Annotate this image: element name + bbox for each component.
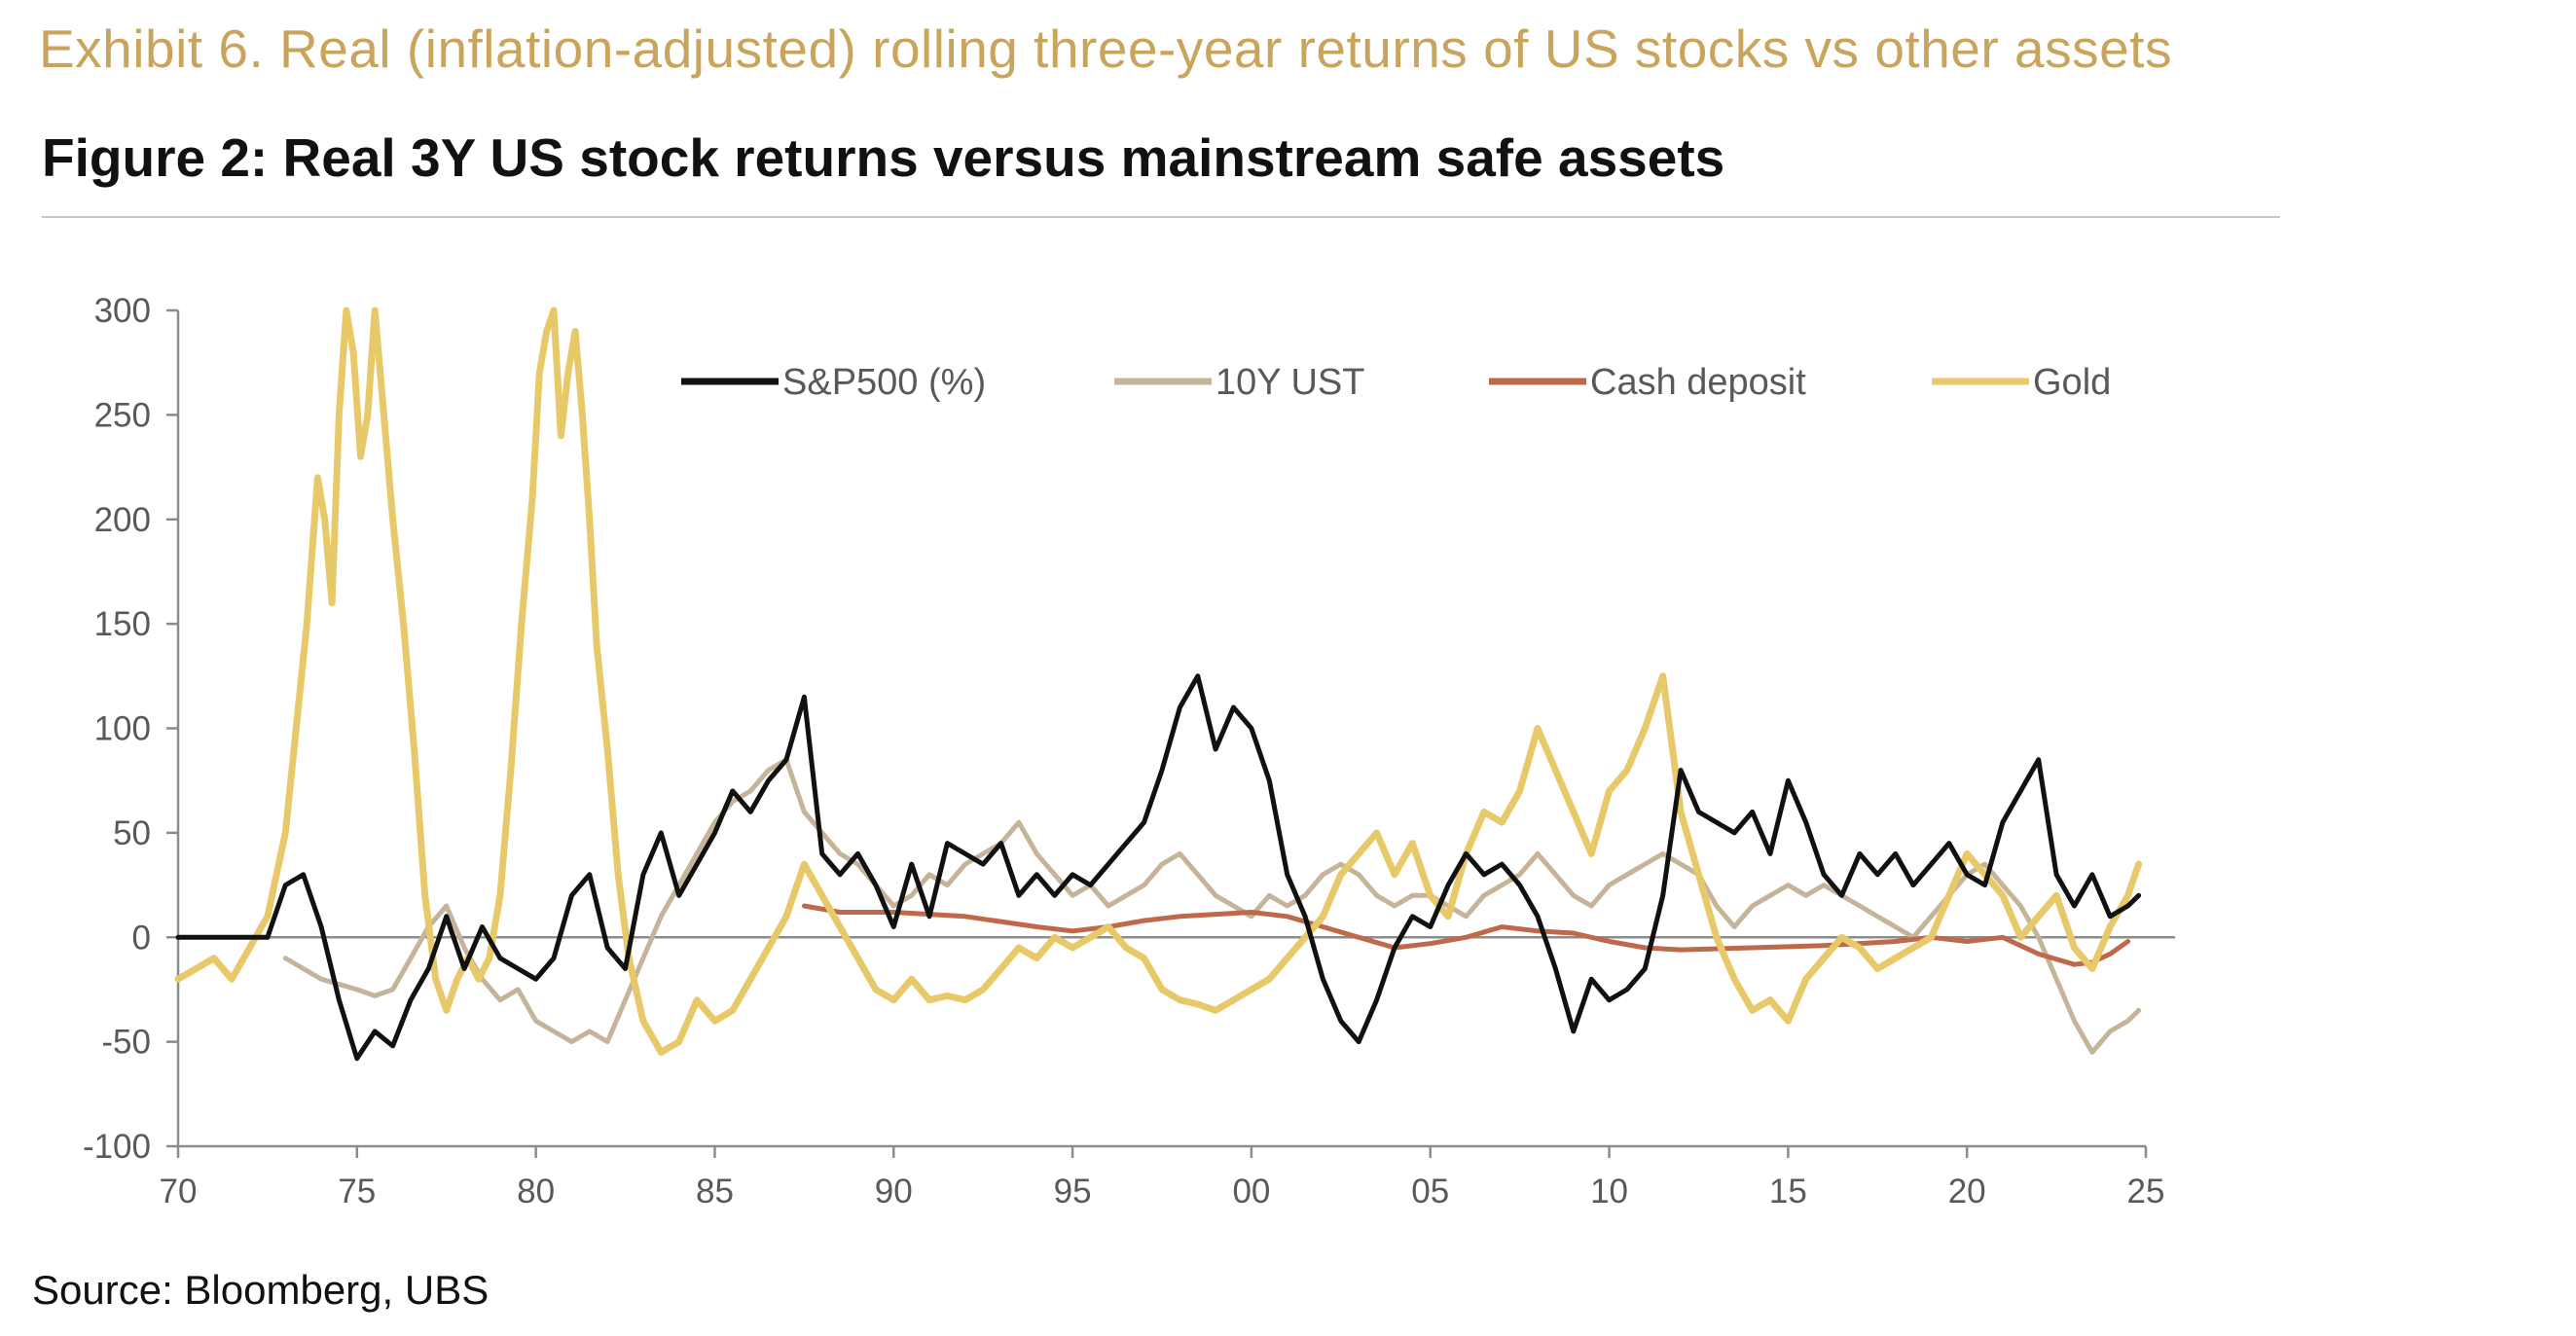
y-tick-label: 300 [94, 292, 151, 330]
x-tick-label: 15 [1769, 1173, 1807, 1210]
x-tick-label: 25 [2127, 1173, 2165, 1210]
legend-label-gold: Gold [2033, 362, 2111, 403]
x-tick-label: 10 [1590, 1173, 1628, 1210]
x-tick-label: 75 [338, 1173, 376, 1210]
series-line-cash-deposit [801, 903, 2131, 967]
exhibit-title: Exhibit 6. Real (inflation-adjusted) rol… [39, 18, 2172, 79]
y-tick-label: 0 [132, 919, 151, 957]
x-tick-label: 80 [517, 1173, 555, 1210]
chart-series [174, 307, 2143, 1062]
x-tick-label: 90 [875, 1173, 913, 1210]
y-tick-label: 150 [94, 605, 151, 643]
x-tick-label: 00 [1232, 1173, 1270, 1210]
y-tick-label: 200 [94, 501, 151, 539]
y-tick-label: -100 [83, 1128, 151, 1166]
legend-label-cash-deposit: Cash deposit [1590, 362, 1806, 403]
chart-legend: S&P500 (%) 10Y UST Cash deposit Gold [681, 362, 2111, 403]
series-line-s-p500 [175, 673, 2142, 1062]
x-tick-label: 05 [1411, 1173, 1449, 1210]
y-tick-label: 50 [113, 814, 151, 852]
title-divider [42, 216, 2280, 218]
x-tick-label: 70 [160, 1173, 198, 1210]
source-note: Source: Bloomberg, UBS [32, 1267, 490, 1313]
x-tick-label: 20 [1948, 1173, 1986, 1210]
legend-label-10y-ust: 10Y UST [1215, 362, 1364, 403]
y-tick-label: 250 [94, 396, 151, 434]
series-line-gold [174, 307, 2143, 1056]
y-tick-label: -50 [101, 1024, 151, 1062]
y-tick-label: 100 [94, 710, 151, 748]
x-tick-label: 85 [696, 1173, 734, 1210]
legend-label-s-p500: S&P500 (%) [782, 362, 986, 403]
figure-title: Figure 2: Real 3Y US stock returns versu… [42, 127, 1725, 188]
x-tick-label: 95 [1054, 1173, 1092, 1210]
